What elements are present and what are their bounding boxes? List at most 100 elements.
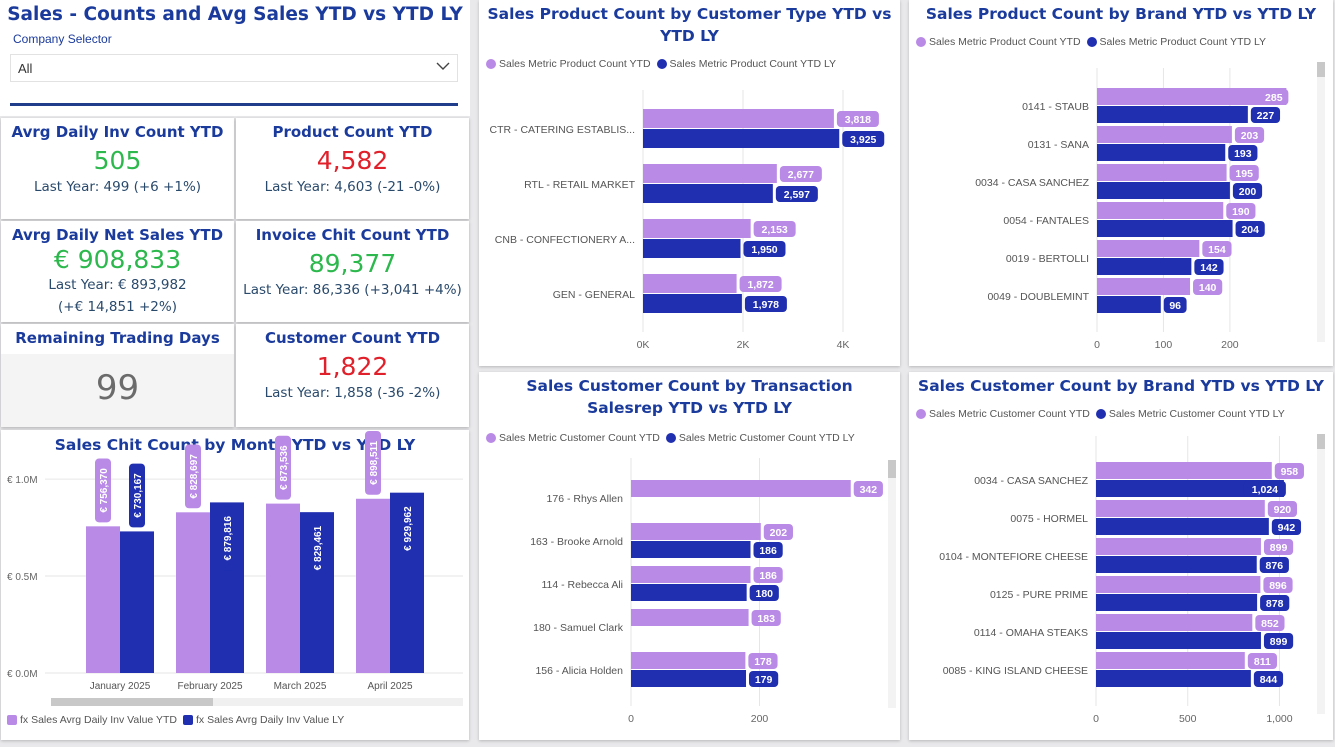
data-label-ytd-bg <box>836 111 879 127</box>
data-label-ytd: 811 <box>1254 656 1271 668</box>
kpi-value-box: 99 <box>1 354 234 427</box>
category-label: 0075 - HORMEL <box>1010 513 1088 525</box>
data-label-ly-bg <box>1232 183 1263 199</box>
data-label-ly: € 879,816 <box>223 516 234 561</box>
x-tick-label: 2K <box>737 339 750 351</box>
bar-ytd <box>1096 538 1261 555</box>
bar-ly <box>643 239 741 258</box>
chart-product-brand: 0 100 200 0141 - STAUB 285 227 0131 - SANA 203 1… <box>975 68 1289 351</box>
legend-item-ly[interactable]: Sales Metric Product Count YTD LY <box>1086 36 1266 48</box>
category-label: April 2025 <box>367 681 412 692</box>
company-selector-dropdown[interactable]: All <box>10 54 458 82</box>
data-label-ly-bg <box>743 241 786 257</box>
data-label-ytd: 203 <box>1241 130 1259 142</box>
bar-ytd <box>631 480 851 497</box>
data-label-ly: 878 <box>1266 598 1284 610</box>
x-tick-label: 100 <box>1155 339 1173 351</box>
data-label-ly: 227 <box>1257 110 1275 122</box>
legend-label: Sales Metric Product Count YTD <box>929 36 1081 48</box>
data-label-ytd-bg <box>739 276 782 292</box>
category-label: 0104 - MONTEFIORE CHEESE <box>939 551 1088 563</box>
chart-scrollbar[interactable] <box>51 698 463 706</box>
chart-legend: Sales Metric Product Count YTD Sales Met… <box>916 36 1272 48</box>
x-tick-label: 0K <box>637 339 650 351</box>
scrollbar-thumb[interactable] <box>1317 434 1325 449</box>
legend-item-ytd[interactable]: Sales Metric Product Count YTD <box>916 36 1081 48</box>
chart-scrollbar[interactable] <box>888 460 896 708</box>
chart-legend: Sales Metric Customer Count YTD Sales Me… <box>916 408 1291 420</box>
data-label-ytd-bg <box>853 481 883 497</box>
data-label-ly: 142 <box>1200 262 1218 274</box>
legend-dot <box>916 409 926 419</box>
legend-item-ly[interactable]: Sales Metric Customer Count YTD LY <box>1095 408 1285 420</box>
data-label-ly: € 929,962 <box>403 506 414 551</box>
x-tick-label: 0 <box>1094 339 1100 351</box>
data-label-ytd: 2,153 <box>762 224 788 236</box>
chart-title: Sales Product Count by Brand YTD vs YTD … <box>925 5 1317 23</box>
legend-item-ytd[interactable]: Sales Metric Customer Count YTD <box>486 432 660 444</box>
data-label-ytd-bg <box>1263 539 1294 555</box>
chart-scrollbar[interactable] <box>1317 434 1325 714</box>
data-label-ly: 1,978 <box>753 299 779 311</box>
legend-label: fx Sales Avrg Daily Inv Value YTD <box>20 714 177 726</box>
y-tick-label: € 0.5M <box>7 572 38 583</box>
bar-ytd <box>1096 614 1253 631</box>
bar-ly <box>1097 144 1226 161</box>
company-selector-value: All <box>18 61 33 76</box>
data-label-ytd-bg <box>753 567 783 583</box>
data-label-ytd: € 756,370 <box>99 468 110 513</box>
data-label-ly-bg <box>309 516 325 580</box>
data-label-ly: 186 <box>759 545 777 557</box>
legend-item-ytd[interactable]: Sales Metric Product Count YTD <box>486 58 651 70</box>
category-label: RTL - RETAIL MARKET <box>524 179 635 191</box>
scrollbar-thumb[interactable] <box>888 460 896 478</box>
data-label-ytd-bg <box>365 430 381 495</box>
bar-ly <box>643 294 742 313</box>
data-label-ly: € 730,167 <box>133 473 144 518</box>
legend-item-ytd[interactable]: Sales Metric Customer Count YTD <box>916 408 1090 420</box>
kpi-remaining-trading-days: Remaining Trading Days 99 <box>1 324 234 427</box>
data-label-ytd: 178 <box>754 656 772 668</box>
chart-scrollbar[interactable] <box>1317 62 1325 342</box>
data-label-ly-bg <box>1194 259 1224 275</box>
legend-item-ly[interactable]: fx Sales Avrg Daily Inv Value LY <box>183 714 344 726</box>
legend-label: Sales Metric Customer Count YTD <box>929 408 1090 420</box>
data-label-ly-bg <box>775 186 818 202</box>
data-label-ytd-bg <box>1247 653 1278 669</box>
x-tick-label: 0 <box>1093 713 1099 725</box>
legend-label: Sales Metric Customer Count YTD LY <box>678 432 855 444</box>
bar-ly <box>1096 670 1251 687</box>
scrollbar-thumb[interactable] <box>51 698 213 706</box>
legend-dot <box>1095 409 1106 419</box>
kpi-invoice-chit-count: Invoice Chit Count YTD 89,377 Last Year:… <box>236 221 469 322</box>
data-label-ly-bg <box>219 506 235 571</box>
legend-item-ytd[interactable]: fx Sales Avrg Daily Inv Value YTD <box>7 714 177 726</box>
bar-ly <box>631 670 747 687</box>
legend-item-ly[interactable]: Sales Metric Product Count YTD LY <box>656 58 836 70</box>
bar-ytd <box>643 164 777 183</box>
data-label-ytd-bg <box>1202 241 1232 257</box>
data-label-ytd: 3,818 <box>845 114 871 126</box>
category-label: 0085 - KING ISLAND CHEESE <box>943 665 1088 677</box>
data-label-ly-bg <box>1228 145 1258 161</box>
kpi-value: 4,582 <box>316 146 389 175</box>
x-tick-label: 4K <box>837 339 850 351</box>
data-label-ytd: 202 <box>770 527 788 539</box>
bar-ytd <box>1096 652 1245 669</box>
bar-ytd <box>643 274 737 293</box>
data-label-ly-bg <box>1250 107 1281 123</box>
bar-ytd <box>1096 462 1272 479</box>
data-label-ytd-bg <box>1226 203 1256 219</box>
scrollbar-thumb[interactable] <box>1317 62 1325 77</box>
legend-item-ly[interactable]: Sales Metric Customer Count YTD LY <box>665 432 855 444</box>
data-label-ly-bg <box>744 296 787 312</box>
bar-ytd <box>631 523 761 540</box>
data-label-ly: 96 <box>1169 300 1181 312</box>
x-tick-label: 1,000 <box>1266 713 1292 725</box>
x-tick-label: 0 <box>628 713 634 725</box>
category-label: February 2025 <box>177 681 242 692</box>
data-label-ly-bg <box>749 585 779 601</box>
bar-ly <box>120 531 154 673</box>
category-label: 0019 - BERTOLLI <box>1006 253 1089 265</box>
bar-ytd <box>1097 126 1232 143</box>
